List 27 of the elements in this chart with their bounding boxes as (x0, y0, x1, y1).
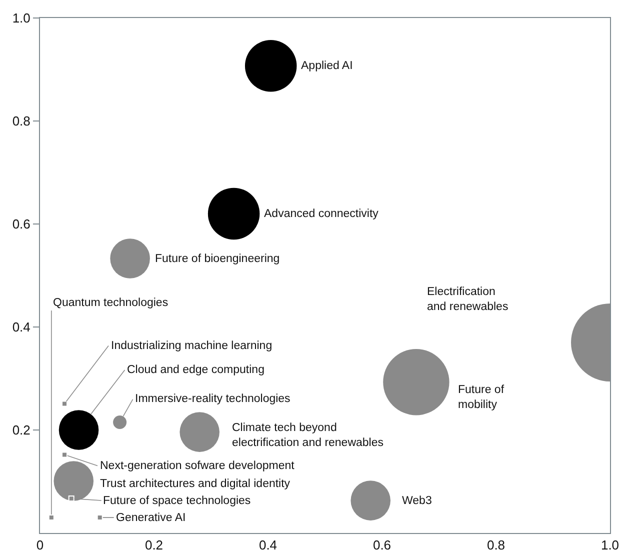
annotation: Web3 (402, 495, 432, 507)
annotation: Electrification and renewables (427, 286, 508, 313)
annotation: Generative AI (116, 512, 186, 524)
x-tick-label: 1.0 (600, 538, 620, 553)
y-tick-label: 0.8 (12, 114, 30, 129)
y-tick-label: 1.0 (12, 10, 30, 26)
annotation: Next-generation sofware development (100, 460, 296, 472)
annotation: Future of mobility (458, 384, 505, 411)
y-tick-label: 0.6 (12, 216, 30, 232)
x-tick-label: 0.2 (144, 538, 164, 553)
annotation: Quantum technologies (53, 297, 168, 309)
x-tick-label: 0.8 (486, 538, 506, 553)
x-tick-label: 0 (36, 538, 44, 553)
annotation: Trust architectures and digital identity (100, 478, 290, 490)
point (68, 496, 74, 502)
annotation: Future of bioengineering (155, 253, 280, 265)
annotation: Climate tech beyond electrification and renewables (232, 422, 384, 449)
annotation: Future of space technologies (103, 495, 251, 507)
annotation: Industrializing machine learning (111, 340, 272, 352)
y-tick-label: 0.4 (12, 320, 30, 335)
y-tick-label: 0.2 (12, 422, 30, 438)
annotation: Applied AI (301, 60, 353, 72)
x-tick-label: 0.6 (372, 538, 392, 553)
annotation: Cloud and edge computing (127, 364, 264, 376)
x-tick-label: 0.4 (258, 538, 278, 553)
annotation: Advanced connectivity (264, 208, 379, 220)
annotation: Immersive-reality technologies (135, 393, 291, 405)
